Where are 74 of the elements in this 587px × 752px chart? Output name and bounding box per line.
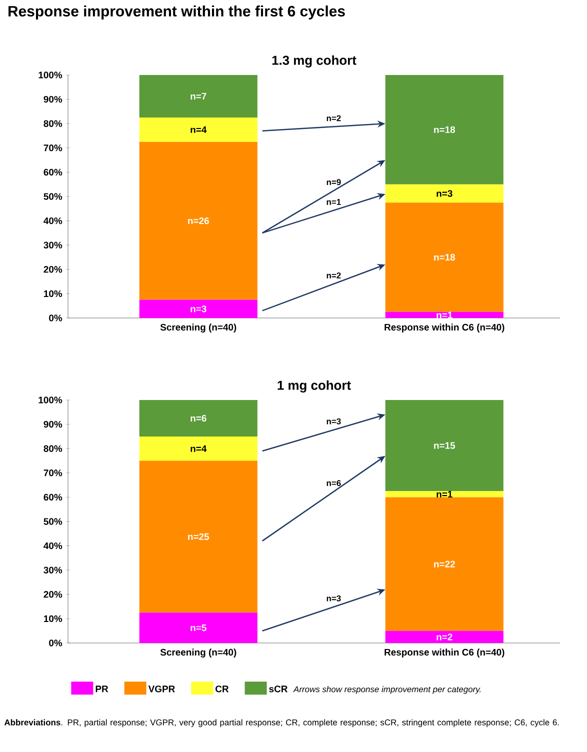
bar <box>385 630 504 643</box>
legend-label: sCR <box>269 686 288 692</box>
annotation: n=1 <box>436 490 452 498</box>
annotation: n=22 <box>434 560 455 568</box>
text: Arrows show response improvement per category. <box>293 686 481 694</box>
y-tick-label: 0% <box>49 314 62 322</box>
annotation: n=7 <box>190 92 206 100</box>
annotation: n=6 <box>190 414 206 422</box>
annotation: n=6 <box>326 480 341 486</box>
bar <box>139 436 258 461</box>
y-tick-label: 100% <box>38 396 62 404</box>
bar <box>139 300 258 318</box>
bar <box>385 497 504 631</box>
annotation: n=1 <box>326 199 341 205</box>
y-tick-label: 20% <box>44 266 62 273</box>
bar <box>385 312 504 318</box>
y-tick-label: 60% <box>44 168 62 176</box>
y-tick-label: 40% <box>44 217 62 224</box>
legend-label: VGPR <box>148 686 175 692</box>
annotation: n=2 <box>326 115 341 122</box>
annotation: n=4 <box>190 445 207 452</box>
x-tick-label: Response within C6 (n=40) <box>384 648 504 658</box>
annotation: n=26 <box>188 217 209 224</box>
bar <box>385 74 504 184</box>
y-tick-label: 30% <box>44 566 62 574</box>
bar <box>139 74 258 118</box>
x-tick-label: Response within C6 (n=40) <box>384 324 504 332</box>
y-tick-label: 90% <box>44 96 62 103</box>
bar <box>139 118 258 142</box>
x-tick-label: Screening (n=40) <box>160 648 236 658</box>
y-tick-label: 80% <box>44 445 62 452</box>
annotation: n=15 <box>434 442 456 449</box>
chart-title: 1 mg cohort <box>278 380 351 392</box>
annotation: n=4 <box>190 126 207 133</box>
annotation: n=25 <box>188 533 210 540</box>
bar <box>385 491 504 498</box>
y-tick-label: 30% <box>44 242 62 248</box>
y-tick-label: 100% <box>38 72 62 78</box>
chart-subtitle: 1.3 mg cohort <box>272 55 356 68</box>
y-tick-label: 70% <box>44 470 62 476</box>
y-tick-label: 50% <box>44 193 62 200</box>
bar <box>385 202 504 312</box>
y-tick-label: 10% <box>44 615 62 622</box>
annotation: n=3 <box>190 306 206 312</box>
annotation: n=18 <box>434 254 456 261</box>
annotation: n=3 <box>436 190 452 197</box>
bar <box>139 612 258 643</box>
y-tick-label: 50% <box>44 518 62 525</box>
bar <box>139 460 258 613</box>
x-tick-label: Screening (n=40) <box>160 324 236 332</box>
y-tick-label: 20% <box>44 591 62 598</box>
annotation: n=3 <box>326 418 341 424</box>
legend-label: PR <box>96 686 108 692</box>
text: Abbreviations. PR, partial response; VGPR, very good partial response; CR, complete response; sCR, stringent complete response; C6, cycle 6. <box>4 719 559 728</box>
annotation: n=5 <box>190 624 206 632</box>
annotation: n=3 <box>326 595 341 602</box>
annotation: n=9 <box>326 179 341 186</box>
annotation: n=18 <box>434 126 456 134</box>
y-tick-label: 80% <box>44 120 62 127</box>
y-tick-label: 90% <box>44 420 62 428</box>
annotation: n=1 <box>436 312 452 318</box>
bar <box>385 400 504 492</box>
y-tick-label: 0% <box>49 640 62 646</box>
y-tick-label: 60% <box>44 494 62 501</box>
legend-label: CR <box>216 686 229 692</box>
chart-title: Response improvement within the first 6 cycles <box>8 6 345 20</box>
annotation: n=2 <box>326 272 341 278</box>
bar <box>385 184 504 203</box>
bar <box>139 142 258 300</box>
y-tick-label: 70% <box>44 144 62 152</box>
bar <box>139 400 258 436</box>
y-tick-label: 40% <box>44 542 62 550</box>
annotation: n=2 <box>436 634 452 640</box>
y-tick-label: 10% <box>44 290 62 298</box>
